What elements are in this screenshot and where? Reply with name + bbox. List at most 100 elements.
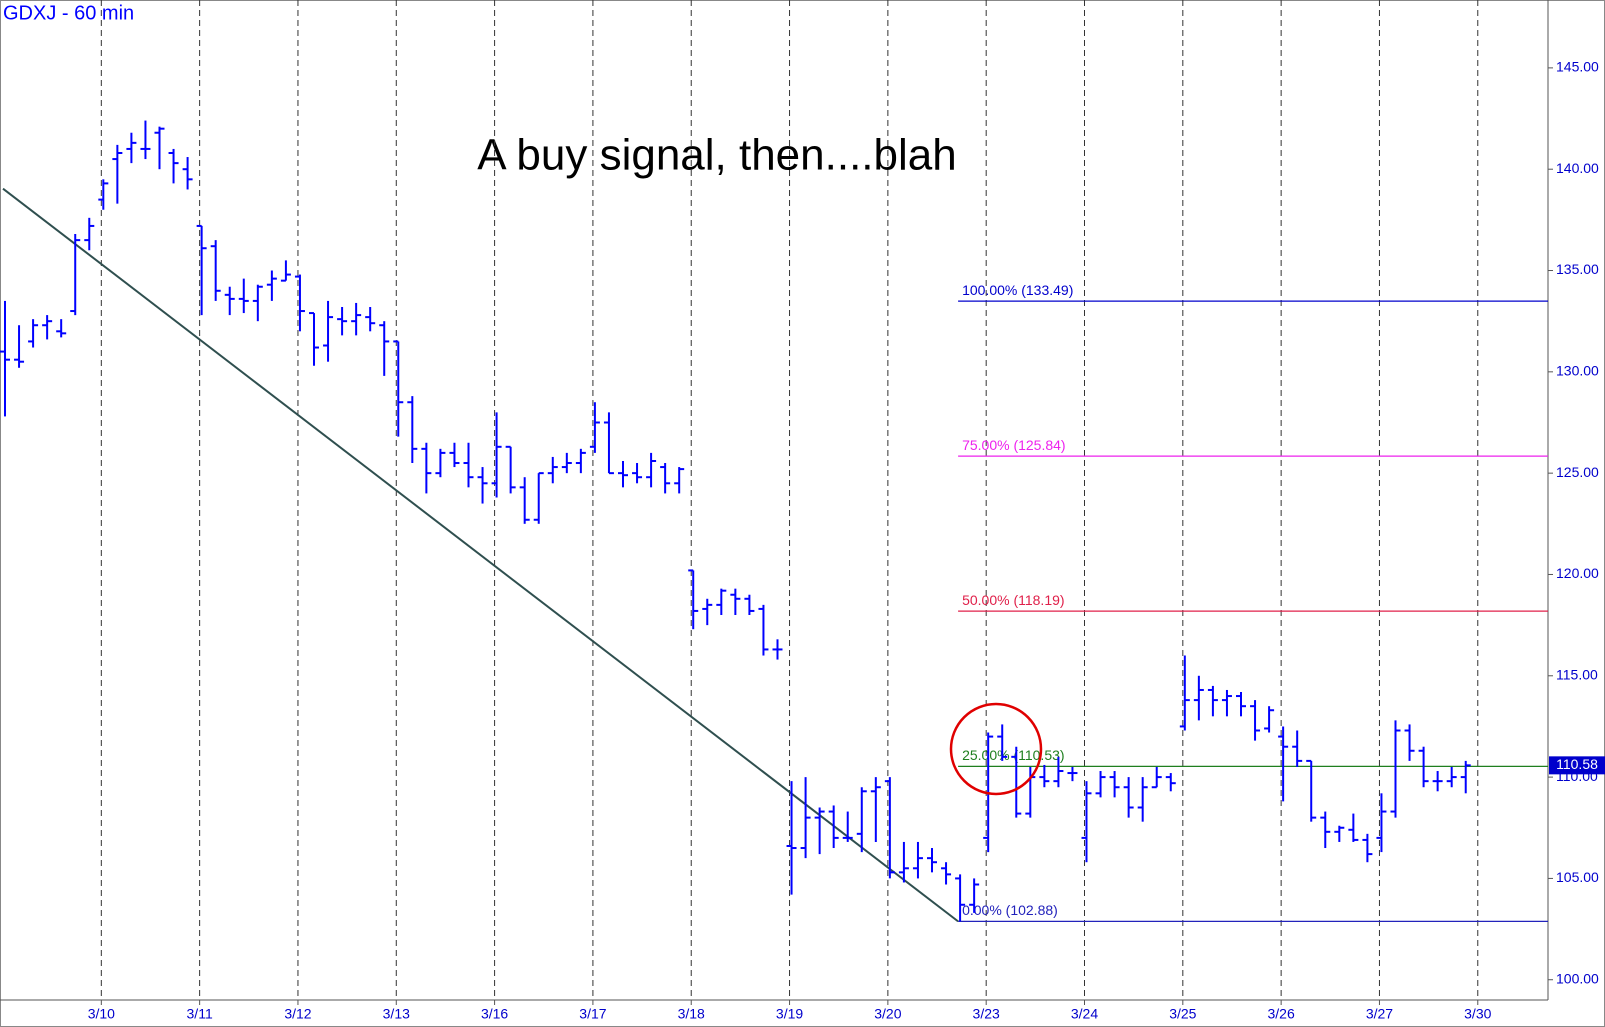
ohlc-bar	[1011, 746, 1022, 818]
y-tick-label: 125.00	[1556, 464, 1599, 480]
fib-label: 100.00% (133.49)	[962, 282, 1073, 298]
ohlc-bar	[435, 448, 446, 478]
ohlc-bar	[112, 144, 123, 204]
ohlc-bar	[1123, 777, 1134, 818]
x-tick-label: 3/27	[1366, 1006, 1393, 1022]
ohlc-bar	[252, 284, 263, 322]
ohlc-bar	[351, 302, 362, 336]
ohlc-bar	[42, 315, 53, 340]
ohlc-bar	[1320, 811, 1331, 849]
ohlc-bar	[1067, 766, 1078, 782]
ohlc-bar	[463, 442, 474, 488]
x-tick-label: 3/12	[284, 1006, 311, 1022]
ohlc-bar	[618, 460, 628, 488]
ohlc-bar	[449, 442, 460, 468]
y-tick-label: 130.00	[1556, 363, 1599, 379]
ohlc-bar	[575, 448, 586, 474]
ohlc-bar	[702, 598, 713, 626]
ohlc-bar	[1306, 759, 1317, 822]
ohlc-bar	[1250, 700, 1261, 741]
x-tick-label: 3/18	[678, 1006, 705, 1022]
ohlc-bar	[898, 841, 909, 883]
ohlc-bar	[842, 811, 853, 842]
ohlc-bar	[941, 862, 952, 885]
ohlc-bar	[547, 456, 558, 484]
ohlc-bar	[337, 306, 348, 336]
ohlc-bar	[814, 807, 825, 855]
last-price-label: 110.58	[1556, 756, 1598, 772]
ohlc-bar	[154, 126, 165, 170]
ohlc-bar	[280, 260, 291, 282]
x-tick-label: 3/11	[187, 1006, 213, 1022]
ohlc-bar	[0, 300, 10, 417]
ohlc-bar	[1418, 746, 1429, 788]
x-tick-label: 3/19	[776, 1006, 803, 1022]
ohlc-bar	[477, 467, 488, 504]
ohlc-bar	[1137, 777, 1148, 822]
fib-label: 75.00% (125.84)	[962, 437, 1066, 453]
ohlc-bar	[1221, 689, 1232, 717]
ohlc-bar	[800, 777, 811, 859]
ohlc-bar	[407, 396, 418, 464]
ohlc-bar	[266, 270, 277, 301]
ohlc-bar	[1334, 825, 1345, 842]
ohlc-bar	[1404, 724, 1415, 761]
ohlc-bar	[1151, 766, 1162, 789]
ohlc-bar	[182, 157, 193, 190]
ohlc-bar	[365, 306, 376, 332]
ohlc-bar	[28, 319, 39, 348]
ohlc-bar	[70, 234, 81, 316]
fib-label: 25.00% (110.53)	[962, 747, 1064, 763]
fib-label: 0.00% (102.88)	[962, 902, 1058, 918]
ohlc-bar	[828, 805, 839, 849]
ohlc-bar	[1432, 771, 1443, 792]
ohlc-bar	[393, 340, 404, 437]
ohlc-bar	[505, 445, 516, 494]
x-tick-label: 3/20	[874, 1006, 901, 1022]
ohlc-bar	[14, 325, 25, 368]
ohlc-bar	[56, 319, 67, 338]
ohlc-bar	[1348, 813, 1359, 842]
ohlc-bar	[323, 300, 334, 362]
ohlc-bar	[196, 224, 207, 316]
ohlc-bar	[1039, 764, 1050, 788]
chart-title: GDXJ - 60 min	[3, 2, 134, 24]
ohlc-bar	[884, 777, 895, 879]
fib-label: 50.00% (118.19)	[962, 592, 1064, 608]
ohlc-bar	[379, 321, 390, 376]
ohlc-bar	[126, 132, 137, 164]
y-tick-label: 120.00	[1556, 565, 1599, 581]
ohlc-bar	[912, 841, 923, 879]
signal-circle	[949, 702, 1043, 796]
annotation: A buy signal, then....blah	[477, 131, 956, 180]
ohlc-bar	[491, 412, 502, 498]
ohlc-bar	[421, 442, 432, 494]
ohlc-bar	[603, 412, 614, 475]
ohlc-bar	[561, 452, 572, 474]
y-tick-label: 115.00	[1556, 666, 1598, 682]
ohlc-bar	[1362, 833, 1373, 863]
ohlc-bar	[168, 148, 179, 184]
x-tick-label: 3/30	[1464, 1006, 1491, 1022]
x-tick-label: 3/10	[88, 1006, 115, 1022]
ohlc-bar	[969, 878, 980, 913]
ohlc-bar	[1236, 691, 1246, 717]
x-tick-label: 3/16	[481, 1006, 508, 1022]
ohlc-bar	[758, 604, 769, 656]
x-tick-label: 3/13	[383, 1006, 410, 1022]
ohlc-bar	[1278, 726, 1289, 802]
ohlc-bar	[294, 274, 305, 332]
ohlc-bar	[309, 312, 319, 366]
last-price-box	[1549, 756, 1605, 775]
ohlc-bar	[1179, 655, 1190, 731]
ohlc-bar	[1460, 760, 1471, 794]
ohlc-bar	[1264, 706, 1275, 733]
ohlc-bar	[1095, 771, 1106, 798]
ohlc-bar	[140, 120, 151, 160]
ohlc-bar	[1109, 771, 1120, 798]
ohlc-bar	[533, 472, 544, 524]
ohlc-bar	[84, 217, 95, 251]
ohlc-bar	[955, 874, 966, 922]
ohlc-bar	[1193, 675, 1204, 721]
